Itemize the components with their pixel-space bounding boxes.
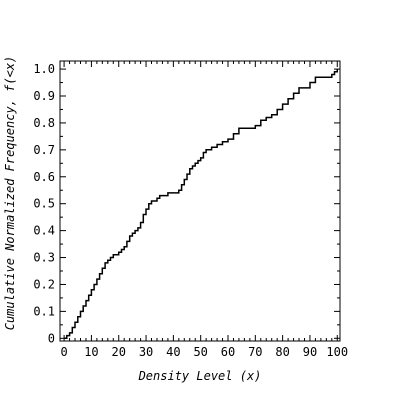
y-tick-label: 0 — [48, 331, 55, 345]
x-axis-title: Density Level (x) — [138, 369, 262, 383]
plot-frame — [59, 60, 341, 342]
y-tick-label: 0.9 — [33, 89, 55, 103]
x-tick-label: 80 — [275, 345, 289, 359]
x-tick-labels: 0 10 20 30 40 50 60 70 80 90 100 — [60, 345, 348, 359]
y-tick-label: 0.8 — [33, 116, 55, 130]
cumulative-frequency-line — [64, 69, 339, 340]
x-tick-label: 90 — [303, 345, 317, 359]
x-tick-label: 40 — [166, 345, 180, 359]
y-tick-label: 0.1 — [33, 304, 55, 318]
y-tick-label: 0.4 — [33, 224, 55, 238]
y-tick-label: 0.5 — [33, 197, 55, 211]
y-tick-label: 0.2 — [33, 277, 55, 291]
x-tick-label: 100 — [326, 345, 348, 359]
x-tick-label: 60 — [221, 345, 235, 359]
y-tick-label: 0.7 — [33, 143, 55, 157]
x-tick-label: 20 — [112, 345, 126, 359]
y-tick-label: 0.3 — [33, 251, 55, 265]
y-axis-title: Cumulative Normalized Frequency, f(<x) — [3, 56, 17, 331]
y-tick-labels: 0 0.1 0.2 0.3 0.4 0.5 0.6 0.7 0.8 0.9 1.0 — [33, 62, 55, 345]
x-tick-label: 70 — [248, 345, 262, 359]
x-tick-label: 10 — [84, 345, 98, 359]
y-tick-label: 1.0 — [33, 62, 55, 76]
x-tick-label: 50 — [193, 345, 207, 359]
x-tick-label: 0 — [60, 345, 67, 359]
x-tick-label: 30 — [139, 345, 153, 359]
y-tick-label: 0.6 — [33, 170, 55, 184]
